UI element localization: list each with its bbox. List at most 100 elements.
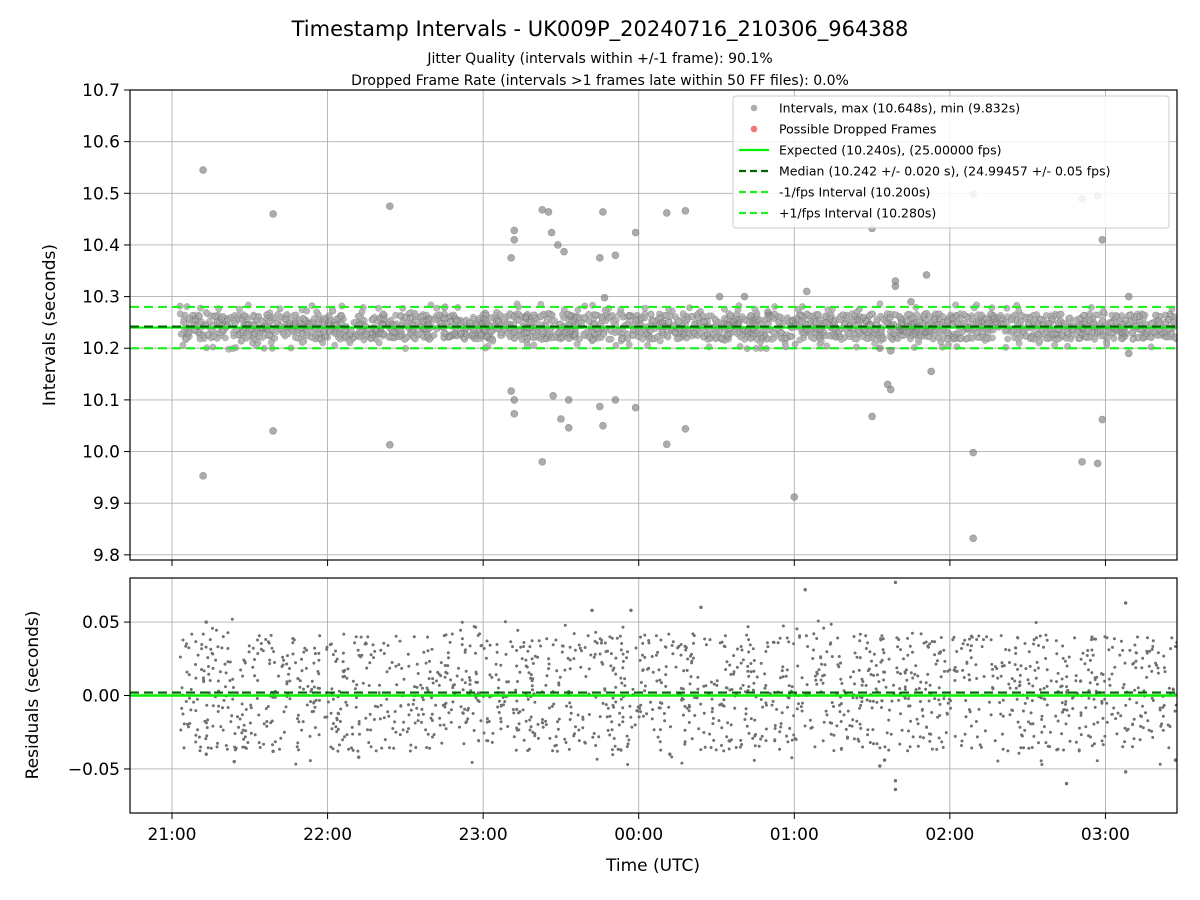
residuals-xtick-label-0: 21:00 <box>148 825 197 845</box>
intervals-point-57 <box>1098 415 1107 424</box>
intervals-point-5 <box>386 441 394 449</box>
intervals-point-0 <box>199 166 207 174</box>
intervals-point-37 <box>764 308 772 316</box>
residuals-point-6 <box>629 608 633 613</box>
residuals-x-ticks: 21:00 22:00 23:00 00:00 01:00 02:00 03:00 <box>148 813 1130 845</box>
residuals-xtick-label-2: 23:00 <box>459 825 508 845</box>
intervals-point-25 <box>596 402 604 411</box>
intervals-point-18 <box>564 423 573 432</box>
intervals-point-36 <box>740 292 749 301</box>
intervals-axes-frame <box>129 89 1178 561</box>
intervals-y-ticks: 9.8 9.9 10.0 10.1 10.2 10.3 10.4 10.5 10.6 10.7 <box>82 81 130 566</box>
intervals-point-33 <box>662 440 671 449</box>
intervals-ytick-label-5: 10.3 <box>82 288 120 308</box>
intervals-point-45 <box>922 271 931 279</box>
intervals-point-61 <box>1124 349 1133 358</box>
legend-label-5: +1/fps Interval (10.280s) <box>779 206 936 221</box>
intervals-point-48 <box>886 385 895 394</box>
intervals-point-38 <box>790 493 799 501</box>
subtitle-dropped: Dropped Frame Rate (intervals >1 frames … <box>351 73 849 89</box>
intervals-point-10 <box>510 396 519 404</box>
residuals-y-ticks: −0.05 0.00 0.05 <box>68 613 130 780</box>
residuals-point-9 <box>803 588 807 592</box>
residuals-point-11 <box>893 580 898 585</box>
intervals-ytick-label-7: 10.5 <box>82 184 120 204</box>
residuals-outlier-points <box>204 580 1177 792</box>
intervals-point-34 <box>681 425 690 433</box>
intervals-point-53 <box>969 534 978 543</box>
residuals-xtick-label-1: 22:00 <box>303 825 352 845</box>
intervals-reference-lines <box>130 305 1177 350</box>
intervals-point-16 <box>560 247 568 256</box>
intervals-point-40 <box>876 344 884 353</box>
intervals-point-28 <box>600 293 609 302</box>
residuals-point-3 <box>271 749 275 754</box>
legend-box <box>732 95 1170 229</box>
intervals-point-26 <box>599 421 607 430</box>
legend-label-2: Expected (10.240s), (25.00000 fps) <box>779 143 1001 158</box>
residuals-point-8 <box>668 752 672 756</box>
residuals-point-15 <box>1064 781 1069 786</box>
intervals-point-13 <box>544 208 553 216</box>
legend-label-3: Median (10.242 +/- 0.020 s), (24.99457 +… <box>779 164 1110 179</box>
intervals-point-6 <box>507 254 515 262</box>
residuals-xtick-label-4: 01:00 <box>770 825 819 845</box>
intervals-ytick-label-6: 10.4 <box>82 236 120 256</box>
residuals-ytick-label-0: −0.05 <box>68 760 120 780</box>
intervals-point-30 <box>631 403 640 412</box>
subtitle-jitter: Jitter Quality (intervals within +/-1 fr… <box>426 51 772 67</box>
intervals-point-46 <box>868 412 876 421</box>
intervals-point-24 <box>611 251 620 260</box>
x-axis-label: Time (UTC) <box>605 856 700 876</box>
legend-label-1: Possible Dropped Frames <box>779 122 936 137</box>
legend-label-4: -1/fps Interval (10.200s) <box>779 185 930 200</box>
residuals-point-17 <box>1123 770 1128 774</box>
intervals-point-20 <box>549 391 557 400</box>
residuals-xtick-label-3: 00:00 <box>614 825 663 845</box>
intervals-grid <box>130 89 1177 560</box>
intervals-point-58 <box>1078 458 1086 466</box>
intervals-point-43 <box>891 282 900 291</box>
residuals-point-0 <box>204 620 208 624</box>
intervals-point-41 <box>886 347 895 355</box>
intervals-point-14 <box>547 228 556 237</box>
intervals-x-ticks <box>171 560 1106 566</box>
residuals-point-band <box>178 617 1177 766</box>
intervals-point-52 <box>969 448 978 457</box>
intervals-point-4 <box>386 202 394 211</box>
intervals-point-21 <box>538 458 547 466</box>
residuals-xtick-label-5: 02:00 <box>925 825 974 845</box>
residuals-point-5 <box>590 608 594 613</box>
intervals-ytick-label-2: 10.0 <box>82 443 120 463</box>
intervals-point-27 <box>611 396 620 404</box>
intervals-point-60 <box>1124 292 1133 301</box>
intervals-point-35 <box>715 292 724 301</box>
intervals-point-44 <box>907 297 915 306</box>
intervals-point-3 <box>269 427 277 435</box>
residuals-reference-lines <box>130 691 1177 697</box>
intervals-ytick-label-3: 10.1 <box>82 391 120 411</box>
intervals-point-56 <box>1098 235 1107 244</box>
intervals-point-32 <box>681 207 690 215</box>
intervals-point-31 <box>662 209 671 217</box>
intervals-point-2 <box>269 210 277 218</box>
intervals-outlier-points <box>199 166 1133 543</box>
residuals-point-10 <box>878 764 882 768</box>
residuals-point-16 <box>1123 601 1128 605</box>
intervals-panel: 9.8 9.9 10.0 10.1 10.2 10.3 10.4 10.5 10.6 10.7 I… <box>40 81 1178 566</box>
intervals-point-23 <box>599 208 607 216</box>
intervals-point-49 <box>896 326 904 334</box>
intervals-ytick-label-9: 10.7 <box>82 81 120 101</box>
intervals-y-axis-label: Intervals (seconds) <box>40 244 60 406</box>
intervals-ytick-label-0: 9.8 <box>93 546 120 566</box>
intervals-ytick-label-1: 9.9 <box>93 494 120 514</box>
intervals-point-59 <box>1093 459 1102 468</box>
residuals-ytick-label-1: 0.00 <box>82 687 120 707</box>
intervals-point-8 <box>510 235 519 244</box>
intervals-ytick-label-4: 10.2 <box>82 339 120 359</box>
intervals-point-19 <box>557 415 565 423</box>
legend-marker-1 <box>750 125 758 133</box>
chart-legend: Intervals, max (10.648s), min (9.832s) Po… <box>732 95 1170 229</box>
residuals-point-7 <box>699 605 703 610</box>
